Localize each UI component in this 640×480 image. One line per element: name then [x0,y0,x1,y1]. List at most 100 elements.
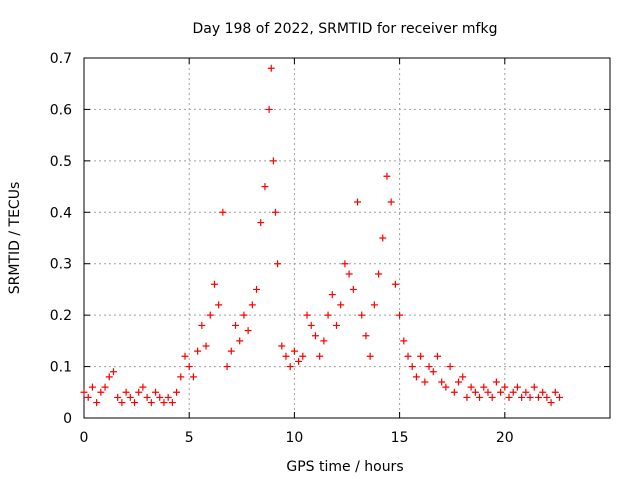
ticks: 0 0.1 0.2 0.3 0.4 0.5 0.6 0.7 0 5 10 15 20 [50,51,610,446]
data-point [130,399,138,407]
data-point [501,383,509,391]
data-point [362,332,370,340]
data-point [227,347,235,355]
data-point [202,342,210,350]
data-point [337,301,345,309]
data-point [189,373,197,381]
data-point [206,311,214,319]
data-point [223,363,231,371]
data-point [118,399,126,407]
data-point [271,208,279,216]
data-point [492,378,500,386]
data-point [244,327,252,335]
grid [84,58,610,418]
data-point [257,219,265,227]
data-point [509,388,517,396]
data-point [105,373,113,381]
data-point [173,388,181,396]
data-point [429,368,437,376]
data-point [450,388,458,396]
data-point [476,393,484,401]
data-point [332,321,340,329]
data-point [341,260,349,268]
y-tick-label: 0.2 [50,308,72,324]
x-tick-label: 15 [391,430,409,446]
data-point [391,280,399,288]
data-point [311,332,319,340]
data-point [522,388,530,396]
data-point [198,321,206,329]
data-point [278,342,286,350]
data-point [307,321,315,329]
data-point [219,208,227,216]
data-point [164,393,172,401]
data-point [122,388,130,396]
data-point [152,388,160,396]
data-point [551,388,559,396]
data-point [534,393,542,401]
data-point [269,157,277,165]
data-point [143,393,151,401]
data-point [383,172,391,180]
data-point [320,337,328,345]
y-tick-label: 0.1 [50,360,72,376]
data-point [379,234,387,242]
data-point [267,64,275,72]
data-point [88,383,96,391]
chart-title: Day 198 of 2022, SRMTID for receiver mfk… [193,21,498,37]
data-point [261,183,269,191]
data-point [231,321,239,329]
data-point [354,198,362,206]
data-point [446,363,454,371]
data-point [433,352,441,360]
y-tick-label: 0.3 [50,257,72,273]
data-point [215,301,223,309]
data-point [156,393,164,401]
x-tick-label: 20 [496,430,514,446]
data-point [80,388,88,396]
data-point [290,347,298,355]
data-point [421,378,429,386]
data-point [194,347,202,355]
data-point [505,393,513,401]
data-point [210,280,218,288]
data-point [93,399,101,407]
data-point [539,388,547,396]
data-point [139,383,147,391]
data-point [240,311,248,319]
data-point [101,383,109,391]
data-point [358,311,366,319]
x-axis-label: GPS time / hours [286,459,403,475]
data-point [299,352,307,360]
data-point [286,363,294,371]
data-point [253,285,261,293]
data-point [400,337,408,345]
data-points [80,64,564,407]
plot-frame [83,57,611,419]
x-tick-label: 10 [285,430,303,446]
data-point [181,352,189,360]
data-point [543,393,551,401]
data-point [109,368,117,376]
data-point [425,363,433,371]
data-point [471,388,479,396]
y-tick-label: 0.4 [50,205,72,221]
data-point [114,393,122,401]
data-point [177,373,185,381]
data-point [488,393,496,401]
data-point [518,393,526,401]
data-point [408,363,416,371]
x-tick-label: 0 [80,430,89,446]
data-point [168,399,176,407]
data-point [387,198,395,206]
data-point [480,383,488,391]
data-point [274,260,282,268]
data-point [345,270,353,278]
data-point [126,393,134,401]
data-point [328,291,336,299]
data-point [497,388,505,396]
data-point [467,383,475,391]
data-point [282,352,290,360]
data-point [185,363,193,371]
